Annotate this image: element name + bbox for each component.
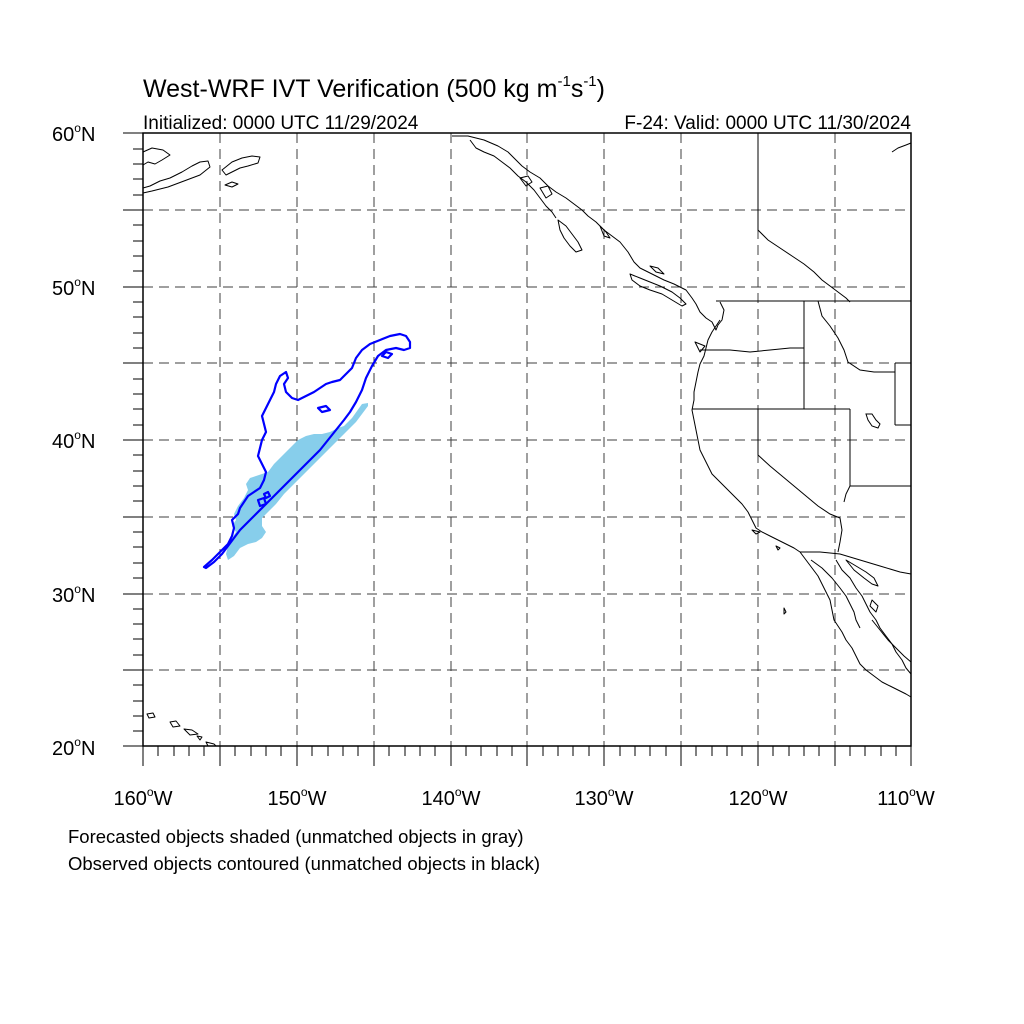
graticule [143,133,911,746]
observed-legend-note: Observed objects contoured (unmatched ob… [68,853,540,874]
valid-time-label: F-24: Valid: 0000 UTC 11/30/2024 [624,113,911,134]
coastlines [142,135,912,747]
lon-label-120w: 120oW [729,785,788,810]
lat-label-60n: 60oN [52,121,95,146]
lat-label-40n: 40oN [52,428,95,453]
lat-label-20n: 20oN [52,735,95,760]
lon-label-130w: 130oW [575,785,634,810]
forecast-legend-note: Forecasted objects shaded (unmatched obj… [68,826,524,847]
state-borders [692,133,912,575]
longitude-labels: 160oW 150oW 140oW 130oW 120oW 110oW [114,785,935,810]
lon-label-140w: 140oW [422,785,481,810]
init-time-label: Initialized: 0000 UTC 11/29/2024 [143,113,419,134]
lakes [865,413,881,429]
lon-label-110w: 110oW [877,785,935,810]
lat-label-50n: 50oN [52,275,95,300]
forecast-ivt-object [226,403,368,560]
map-title: West-WRF IVT Verification (500 kg m-1s-1… [143,73,605,103]
lon-label-160w: 160oW [114,785,173,810]
lon-label-150w: 150oW [268,785,327,810]
lat-label-30n: 30oN [52,582,95,607]
observed-ivt-contour [202,332,412,570]
axis-ticks [123,132,912,766]
latitude-labels: 60oN 50oN 40oN 30oN 20oN [52,121,95,760]
